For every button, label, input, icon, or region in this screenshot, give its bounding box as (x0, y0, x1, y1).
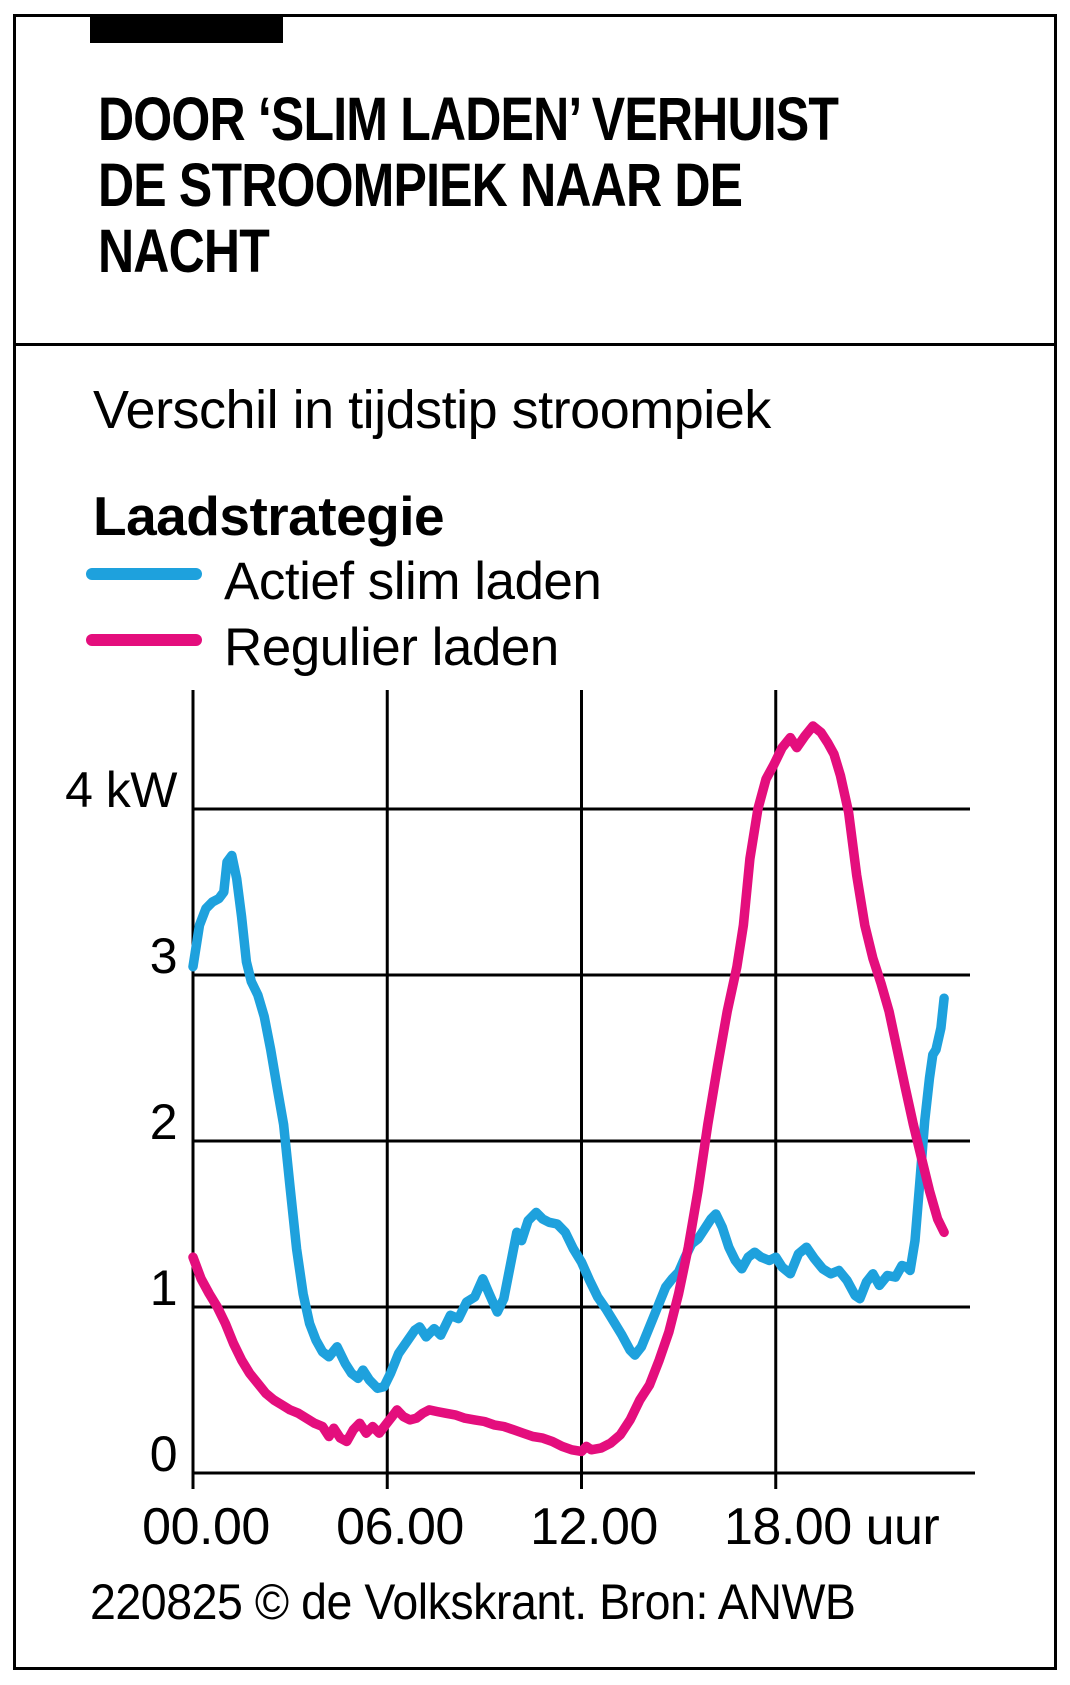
legend-title: Laadstrategie (93, 485, 445, 547)
x-axis-label-1200: 12.00 (530, 1498, 658, 1556)
legend-swatch-regulier-laden (86, 634, 202, 646)
series-line-regulier-laden (188, 721, 949, 1457)
card-border (13, 14, 1057, 1670)
x-axis-label-0000: 00.00 (142, 1498, 270, 1556)
page-title: DOOR ‘SLIM LADEN’ VERHUIST DE STROOMPIEK… (98, 86, 918, 284)
title-line-3: NACHT (98, 217, 270, 285)
y-axis-label-4kw: 4 kW (65, 762, 177, 818)
source-credit: 220825 © de Volkskrant. Bron: ANWB (90, 1574, 856, 1630)
chart-subtitle: Verschil in tijdstip stroompiek (93, 380, 771, 440)
title-line-1: DOOR ‘SLIM LADEN’ VERHUIST (98, 85, 839, 153)
legend-swatch-actief-slim-laden (86, 568, 202, 580)
x-axis-label-1800-uur: 18.00 uur (724, 1498, 940, 1556)
y-axis-label-1: 1 (149, 1260, 178, 1316)
series-line-actief-slim-laden (188, 850, 949, 1394)
legend-label-regulier-laden: Regulier laden (224, 618, 559, 677)
y-axis-label-0: 0 (149, 1426, 178, 1482)
section-divider (13, 343, 1057, 346)
title-line-2: DE STROOMPIEK NAAR DE (98, 151, 743, 219)
legend-label-actief-slim-laden: Actief slim laden (224, 552, 602, 611)
header-black-bar (90, 14, 283, 43)
y-axis-label-2: 2 (149, 1094, 178, 1150)
y-axis-label-3: 3 (149, 928, 178, 984)
x-axis-label-0600: 06.00 (336, 1498, 464, 1556)
